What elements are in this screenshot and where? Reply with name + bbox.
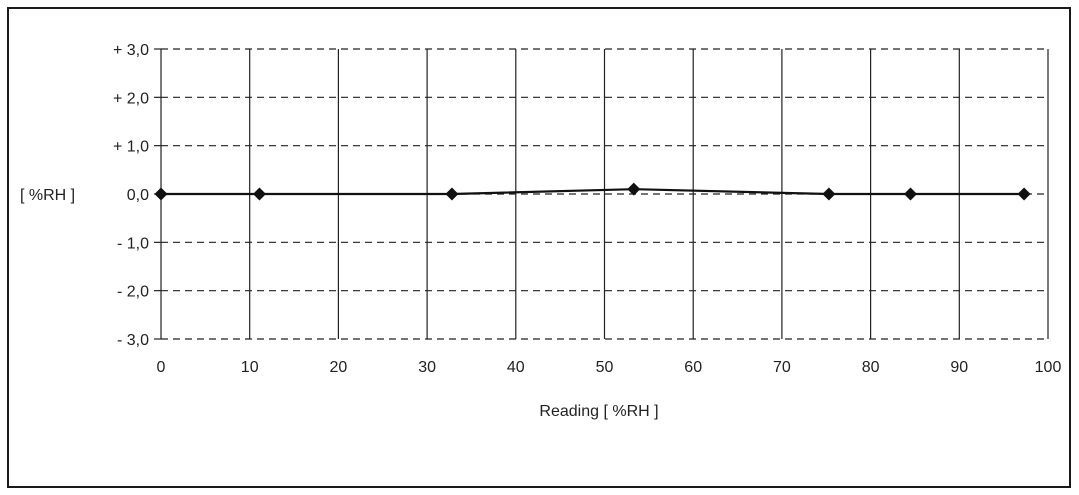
x-tick-label: 40 <box>507 359 525 376</box>
data-point <box>627 182 641 196</box>
y-tick-label: + 1,0 <box>113 139 149 156</box>
data-point <box>445 187 459 201</box>
x-tick-label: 80 <box>862 359 880 376</box>
x-tick-label: 20 <box>330 359 348 376</box>
series-line <box>161 188 1025 196</box>
y-tick-label: - 2,0 <box>117 284 149 301</box>
y-tick-label: + 2,0 <box>113 90 149 107</box>
x-tick-label: 100 <box>1035 359 1062 376</box>
x-axis-label: Reading [ %RH ] <box>539 403 658 420</box>
data-point <box>822 187 836 201</box>
y-tick-label: - 1,0 <box>117 235 149 252</box>
x-tick-label: 70 <box>773 359 791 376</box>
y-tick-label: - 3,0 <box>117 332 149 349</box>
data-point <box>1017 187 1031 201</box>
y-tick-labels: + 3,0 + 2,0 + 1,0 0,0 - 1,0 - 2,0 - 3,0 <box>113 42 149 349</box>
x-tick-labels: 0 10 20 30 40 50 60 70 80 90 100 <box>157 359 1062 376</box>
series-line-layer <box>161 188 1025 196</box>
x-tick-label: 60 <box>684 359 702 376</box>
x-tick-label: 10 <box>241 359 259 376</box>
data-point <box>252 187 266 201</box>
x-tick-label: 90 <box>950 359 968 376</box>
chart-frame <box>7 7 1071 488</box>
y-axis-label: [ %RH ] <box>20 187 75 204</box>
y-tick-label: + 3,0 <box>113 42 149 59</box>
x-tick-label: 0 <box>157 359 166 376</box>
data-point <box>154 187 168 201</box>
marker-layer <box>154 182 1031 201</box>
y-tick-label: 0,0 <box>127 187 149 204</box>
data-point <box>904 187 918 201</box>
x-tick-label: 30 <box>418 359 436 376</box>
x-tick-label: 50 <box>596 359 614 376</box>
